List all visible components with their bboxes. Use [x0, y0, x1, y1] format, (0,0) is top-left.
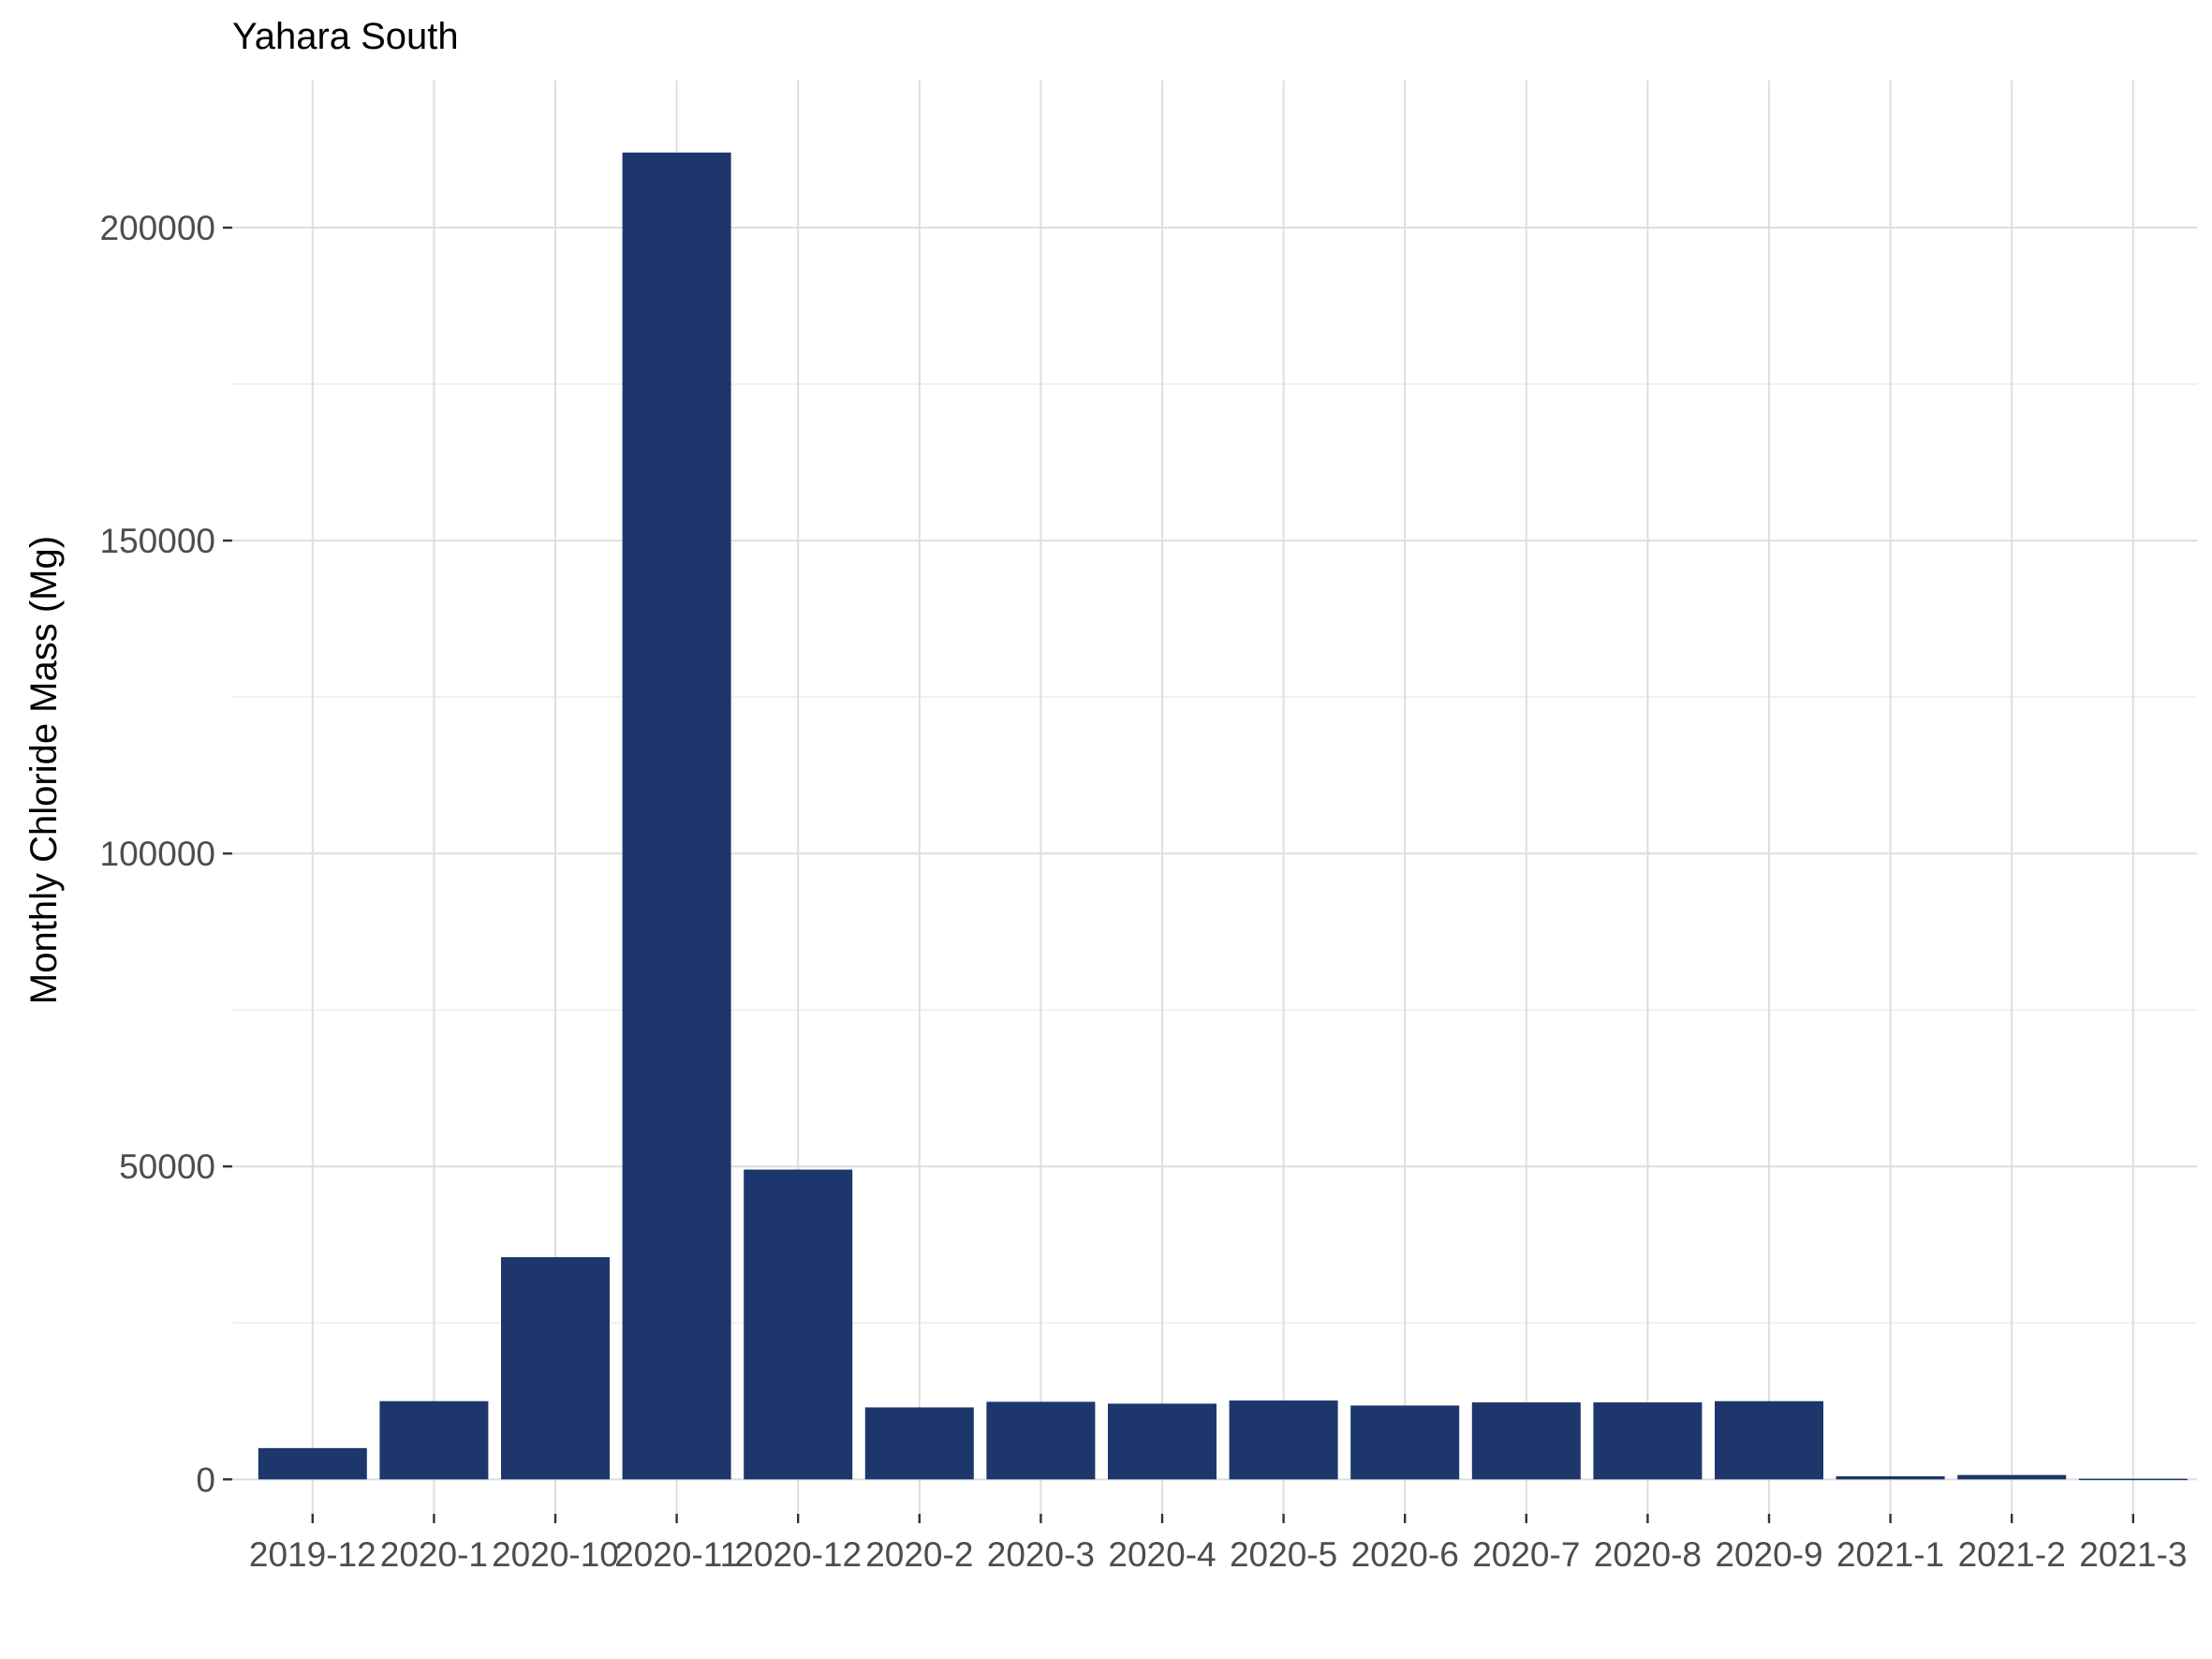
bar-2020-11	[622, 152, 731, 1480]
bar-2020-1	[379, 1400, 489, 1480]
x-tick-label: 2020-3	[987, 1535, 1095, 1574]
bar-2020-9	[1715, 1400, 1823, 1480]
x-tick-label: 2021-3	[2079, 1535, 2187, 1574]
x-tick-label: 2021-2	[1958, 1535, 2066, 1574]
x-tick-label: 2020-11	[614, 1535, 739, 1574]
x-tick-label: 2019-12	[249, 1535, 376, 1574]
y-tick-label: 200000	[100, 209, 215, 247]
x-tick-label: 2021-1	[1836, 1535, 1944, 1574]
chart-title: Yahara South	[232, 16, 459, 57]
y-tick-label: 0	[196, 1460, 215, 1499]
x-tick-label: 2020-2	[865, 1535, 973, 1574]
bar-2020-8	[1593, 1402, 1703, 1480]
bar-2021-2	[1957, 1474, 2067, 1480]
x-tick-label: 2020-1	[380, 1535, 488, 1574]
x-tick-label: 2020-5	[1230, 1535, 1337, 1574]
bars	[258, 152, 2188, 1481]
x-tick-label: 2020-9	[1715, 1535, 1822, 1574]
bar-2019-12	[258, 1447, 367, 1480]
bar-2020-4	[1108, 1403, 1217, 1480]
y-tick-label: 150000	[100, 522, 215, 560]
bar-2021-1	[1836, 1475, 1945, 1480]
x-tick-label: 2020-7	[1472, 1535, 1580, 1574]
y-axis-title: Monthly Chloride Mass (Mg)	[23, 536, 65, 1004]
bar-2020-2	[864, 1407, 974, 1480]
x-tick-label: 2020-12	[734, 1535, 862, 1574]
y-tick-label: 50000	[119, 1148, 215, 1186]
x-tick-label: 2020-6	[1351, 1535, 1459, 1574]
bar-2020-5	[1229, 1400, 1338, 1480]
x-tick-label: 2020-10	[492, 1535, 619, 1574]
bar-2020-3	[986, 1401, 1096, 1480]
x-tick-label: 2020-4	[1108, 1535, 1216, 1574]
bar-2020-10	[501, 1257, 610, 1480]
y-tick-label: 100000	[100, 835, 215, 873]
x-tick-label: 2020-8	[1594, 1535, 1702, 1574]
bar-2020-12	[744, 1169, 853, 1480]
bar-2020-6	[1350, 1405, 1460, 1480]
bar-2021-3	[2078, 1478, 2188, 1481]
bar-2020-7	[1471, 1402, 1581, 1480]
